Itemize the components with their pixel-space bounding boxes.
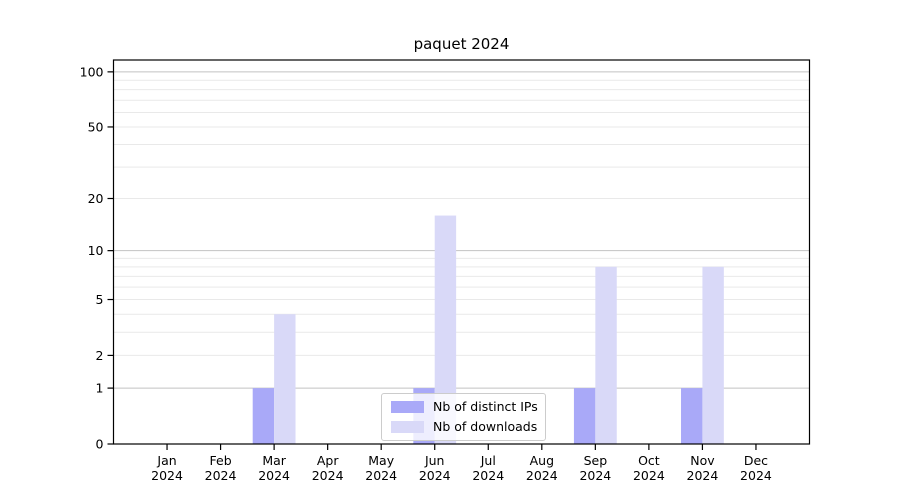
legend-swatch-downloads <box>391 420 424 433</box>
y-tick-label: 100 <box>80 64 104 79</box>
legend-item-downloads: Nb of downloads <box>391 419 538 434</box>
x-tick-label-year: 2024 <box>151 468 183 483</box>
y-tick-label: 0 <box>96 437 104 452</box>
bar-distinct-ips-sep <box>573 388 596 444</box>
x-tick-label-year: 2024 <box>205 468 237 483</box>
legend-label-downloads: Nb of downloads <box>433 419 538 434</box>
x-tick-label-year: 2024 <box>579 468 611 483</box>
legend-item-distinct-ips: Nb of distinct IPs <box>391 399 538 414</box>
y-tick-label: 50 <box>88 119 104 134</box>
x-tick-label-month: Feb <box>210 453 232 468</box>
bar-downloads-mar <box>274 314 296 444</box>
x-tick-label-year: 2024 <box>419 468 451 483</box>
x-tick-label-month: Oct <box>638 453 660 468</box>
bar-downloads-jun <box>434 215 457 444</box>
legend: Nb of distinct IPs Nb of downloads <box>381 393 546 441</box>
x-tick-label-month: Sep <box>584 453 608 468</box>
bar-distinct-ips-nov <box>681 388 703 444</box>
x-tick-label-year: 2024 <box>740 468 772 483</box>
y-tick-label: 10 <box>88 243 104 258</box>
x-tick-label-month: May <box>368 453 394 468</box>
x-tick-label-year: 2024 <box>633 468 665 483</box>
x-tick-label-year: 2024 <box>526 468 558 483</box>
bar-distinct-ips-mar <box>252 388 275 444</box>
x-tick-label-year: 2024 <box>365 468 397 483</box>
y-tick-label: 20 <box>88 191 104 206</box>
legend-label-distinct-ips: Nb of distinct IPs <box>433 399 538 414</box>
y-tick-label: 1 <box>96 381 104 396</box>
legend-swatch-distinct-ips <box>391 400 424 413</box>
chart-title: paquet 2024 <box>413 35 510 53</box>
y-tick-label: 5 <box>96 292 104 307</box>
y-tick-label: 2 <box>96 348 104 363</box>
x-tick-label-month: Apr <box>317 453 339 468</box>
x-tick-label-month: Mar <box>262 453 286 468</box>
x-tick-label-year: 2024 <box>472 468 504 483</box>
x-tick-label-month: Jun <box>424 453 445 468</box>
x-tick-label-year: 2024 <box>312 468 344 483</box>
x-tick-label-month: Aug <box>530 453 554 468</box>
x-tick-label-month: Nov <box>690 453 715 468</box>
x-tick-label-year: 2024 <box>687 468 719 483</box>
x-tick-label-month: Jan <box>156 453 176 468</box>
axes-frame <box>112 59 811 445</box>
bar-downloads-nov <box>702 266 724 444</box>
x-tick-label-month: Jul <box>480 453 496 468</box>
x-tick-label-month: Dec <box>744 453 768 468</box>
bar-downloads-sep <box>595 266 617 444</box>
x-tick-label-year: 2024 <box>258 468 290 483</box>
